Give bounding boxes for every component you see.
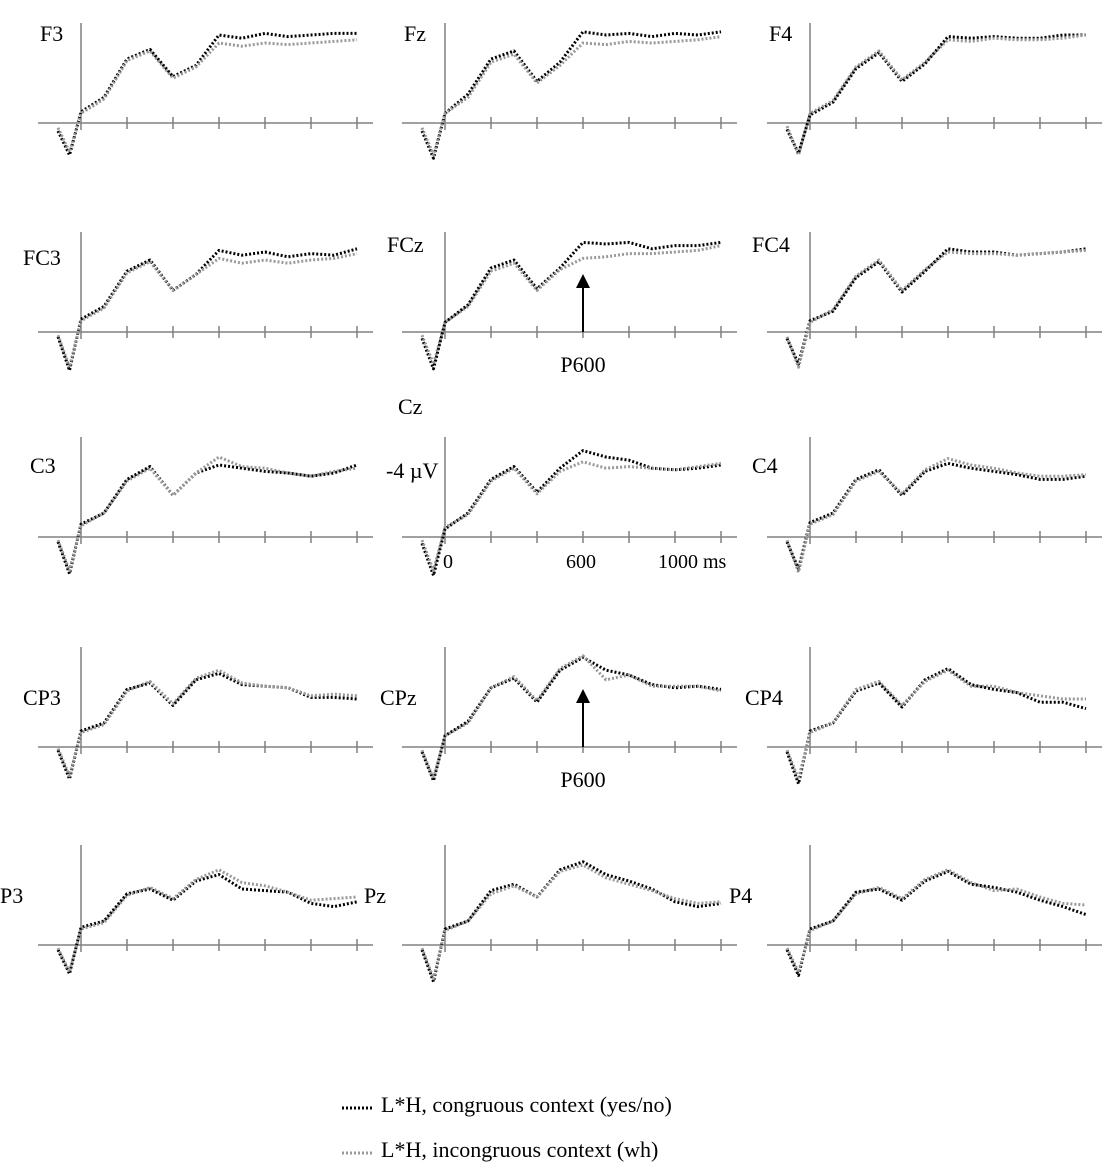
- erp-line-f4-incongruous: [785, 33, 1087, 157]
- panel-pz: Pz: [364, 845, 737, 984]
- electrode-label-fz: Fz: [404, 21, 426, 46]
- p600-label-1: P600: [560, 352, 605, 377]
- erp-line-fc4-incongruous: [785, 248, 1087, 369]
- scale-amplitude-label: -4 µV: [386, 458, 439, 483]
- electrode-label-f4: F4: [769, 21, 792, 46]
- electrode-label-c4: C4: [752, 453, 778, 478]
- electrode-label-c3: C3: [30, 453, 56, 478]
- electrode-label-cp3: CP3: [23, 685, 61, 710]
- scale-time-1000-label: 1000 ms: [658, 551, 727, 573]
- scale-electrode-label: Cz: [398, 394, 423, 419]
- erp-line-fcz-incongruous: [420, 244, 722, 366]
- electrode-label-p4: P4: [729, 883, 752, 908]
- cz-scale-labels: Cz -4 µV 0 600 1000 ms: [386, 394, 727, 573]
- electrode-label-cp4: CP4: [745, 685, 783, 710]
- erp-line-fc3-incongruous: [56, 252, 358, 369]
- p600-arrow-head-2: [576, 689, 590, 703]
- electrode-label-fc4: FC4: [752, 232, 790, 257]
- erp-line-fz-congruous: [420, 30, 722, 160]
- panel-f3: F3: [38, 21, 373, 157]
- panel-fc4: FC4: [752, 232, 1102, 369]
- erp-line-p4-incongruous: [785, 868, 1087, 974]
- panel-fcz: FCz: [387, 232, 737, 371]
- erp-line-fc3-congruous: [56, 247, 358, 372]
- erp-line-cp4-incongruous: [785, 668, 1086, 781]
- scale-time-zero-label: 0: [443, 551, 453, 573]
- p600-arrow-head-1: [576, 274, 590, 288]
- erp-line-cz-incongruous: [420, 460, 722, 573]
- legend: L*H, congruous context (yes/no) L*H, inc…: [342, 1092, 672, 1162]
- panel-c3: C3: [30, 437, 373, 576]
- panel-p3: P3: [0, 845, 373, 976]
- p600-annotations: P600 P600: [560, 274, 606, 792]
- erp-line-cpz-congruous: [420, 655, 722, 783]
- erp-line-c4-incongruous: [785, 457, 1087, 574]
- erp-line-cp4-congruous: [785, 667, 1087, 786]
- erp-line-fcz-congruous: [420, 240, 722, 371]
- panel-cz: [402, 437, 737, 577]
- panel-cp3: CP3: [23, 647, 373, 781]
- erp-line-cp3-incongruous: [56, 668, 358, 778]
- erp-line-p4-congruous: [785, 869, 1087, 977]
- panel-fz: Fz: [402, 21, 737, 160]
- panel-p4: P4: [729, 845, 1102, 977]
- scale-time-600-label: 600: [566, 551, 596, 573]
- erp-line-pz-congruous: [420, 860, 722, 984]
- erp-line-f3-incongruous: [56, 38, 358, 154]
- legend-label-incongruous: L*H, incongruous context (wh): [381, 1137, 658, 1162]
- erp-line-fz-incongruous: [420, 35, 722, 157]
- erp-line-pz-incongruous: [420, 863, 722, 981]
- legend-label-congruous: L*H, congruous context (yes/no): [381, 1092, 672, 1117]
- erp-line-cz-congruous: [420, 449, 722, 577]
- electrode-label-fc3: FC3: [23, 245, 61, 270]
- erp-line-cpz-incongruous: [420, 654, 722, 781]
- panel-cp4: CP4: [745, 647, 1102, 786]
- panel-cpz: CPz: [380, 647, 737, 783]
- erp-line-c3-incongruous: [56, 455, 358, 573]
- electrode-label-cpz: CPz: [380, 685, 417, 710]
- p600-label-2: P600: [560, 767, 605, 792]
- electrode-label-fcz: FCz: [387, 232, 424, 257]
- erp-line-c4-congruous: [785, 461, 1087, 571]
- panel-fc3: FC3: [23, 232, 373, 372]
- erp-line-f3-congruous: [56, 31, 357, 157]
- panel-f4: F4: [767, 21, 1102, 157]
- electrode-label-pz: Pz: [364, 883, 386, 908]
- electrode-label-f3: F3: [40, 21, 63, 46]
- electrode-label-p3: P3: [0, 883, 23, 908]
- erp-line-c3-congruous: [56, 463, 358, 576]
- erp-line-p3-incongruous: [56, 868, 358, 974]
- electrode-panels: F3 Fz F4 FC3 FCz FC4 C3 C4 CP3 CPz CP4 P3 Pz P4: [0, 21, 1102, 984]
- panel-c4: C4: [752, 437, 1102, 574]
- erp-line-fc4-congruous: [785, 247, 1087, 366]
